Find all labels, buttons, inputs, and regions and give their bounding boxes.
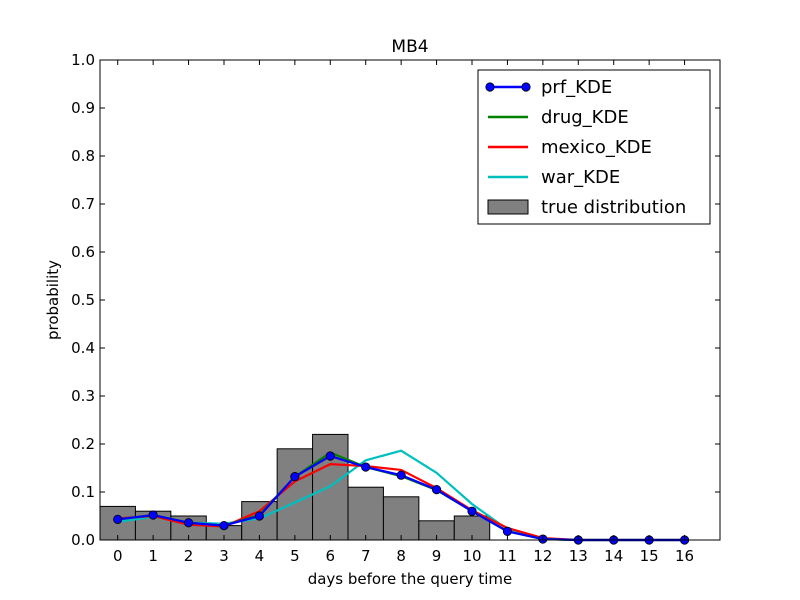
x-tick-label: 15 (640, 547, 659, 565)
y-axis-label: probability (44, 260, 62, 340)
y-tick-label: 0.1 (71, 483, 95, 501)
legend-swatch-histogram (487, 199, 529, 215)
legend-marker (485, 82, 495, 92)
x-tick-label: 1 (148, 547, 158, 565)
tick-layer: 0 1 2 3 4 5 6 7 8 9 10 11 12 13 14 15 160.00.10.20.30.40… (71, 51, 720, 565)
x-tick-label: 5 (290, 547, 300, 565)
x-tick-label: 9 (432, 547, 442, 565)
y-tick-label: 0.9 (71, 99, 95, 117)
y-tick-label: 0.6 (71, 243, 95, 261)
prf-kde-point (361, 462, 371, 472)
prf-kde-point (290, 472, 300, 482)
x-tick-label: 8 (396, 547, 406, 565)
histogram-bar (347, 486, 384, 541)
prf-kde-point (396, 470, 406, 480)
x-tick-label: 12 (533, 547, 552, 565)
prf-kde-point (219, 520, 229, 531)
histogram-bar (276, 448, 314, 541)
x-tick-label: 3 (219, 547, 229, 565)
prf-kde-point (467, 506, 477, 516)
chart-title: MB4 (391, 37, 428, 57)
legend-marker (521, 82, 531, 92)
y-tick-label: 0.3 (71, 387, 95, 405)
x-tick-label: 11 (498, 547, 517, 565)
prf-kde-point (148, 510, 158, 520)
prf-kde-point (325, 451, 335, 461)
legend-label: war_KDE (541, 167, 620, 188)
legend-label: true distribution (541, 197, 686, 218)
x-tick-label: 0 (113, 547, 123, 565)
y-tick-label: 0.7 (71, 195, 95, 213)
x-tick-label: 4 (255, 547, 265, 565)
x-tick-label: 16 (675, 547, 694, 565)
x-tick-label: 14 (604, 547, 623, 565)
x-axis-label: days before the query time (308, 570, 513, 588)
y-tick-label: 0.0 (71, 531, 95, 549)
x-tick-label: 10 (462, 547, 481, 565)
legend-label: prf_KDE (541, 77, 612, 98)
prf-kde-point (502, 526, 513, 536)
y-tick-label: 0.5 (71, 291, 95, 309)
x-tick-label: 7 (361, 547, 371, 565)
y-tick-label: 0.4 (71, 339, 95, 357)
legend-label: drug_KDE (541, 107, 629, 128)
y-tick-label: 1.0 (71, 51, 95, 69)
y-tick-label: 0.8 (71, 147, 95, 165)
x-tick-label: 2 (184, 547, 194, 565)
x-tick-label: 6 (326, 547, 336, 565)
prf-kde-point (113, 514, 123, 524)
prf-kde-point (431, 484, 442, 495)
prf-kde-point (254, 511, 265, 521)
prf-kde-point (183, 518, 194, 528)
x-tick-label: 13 (569, 547, 588, 565)
histogram-bar (382, 496, 420, 541)
legend-label: mexico_KDE (541, 137, 652, 158)
y-tick-label: 0.2 (71, 435, 95, 453)
